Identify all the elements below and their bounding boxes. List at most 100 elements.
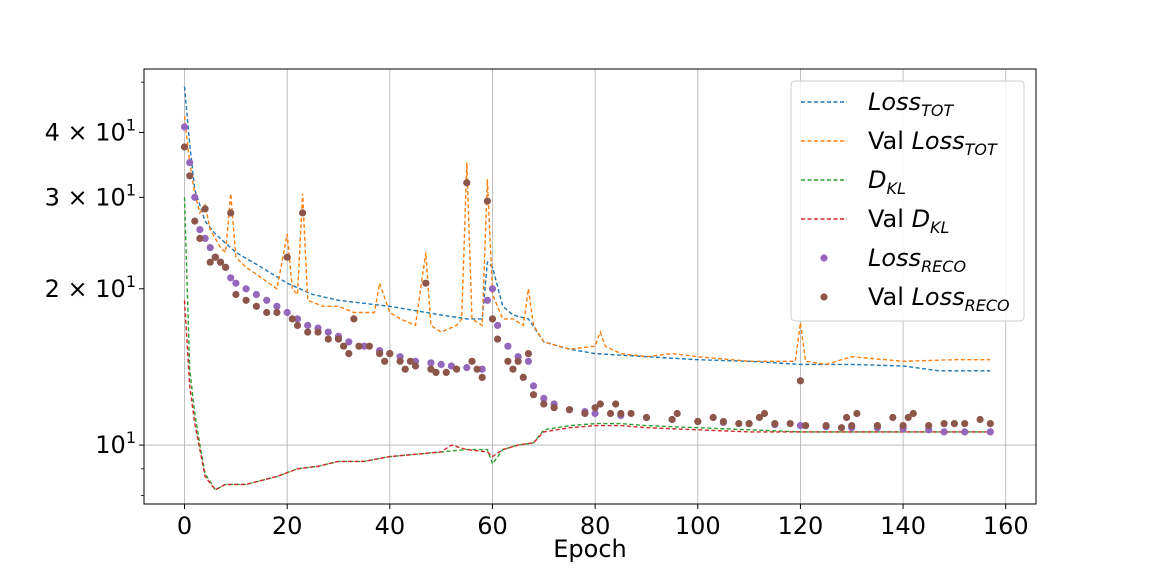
legend-item: Val LossRECO [820,283,1010,315]
series-line [183,86,991,372]
data-point [232,290,240,299]
data-point [719,417,728,426]
x-tick-label: 20 [272,512,303,540]
data-point [340,342,348,350]
y-axis-ticks: 101 2 × 101 3 × 101 4 × 101 [45,81,144,496]
data-point [206,258,214,266]
data-point [735,420,743,428]
data-point [822,422,830,430]
data-point [709,413,717,422]
data-point [447,362,455,370]
data-point [494,335,502,343]
data-point [986,420,994,428]
series-loss-tot [183,86,991,372]
data-point [976,415,984,424]
data-point [396,357,404,365]
data-point [786,420,794,428]
y-tick-label: 3 × 101 [45,180,136,211]
data-point [453,365,461,373]
data-point [288,315,296,323]
legend-swatch-marker [820,293,828,301]
data-point [293,321,302,329]
data-point [478,365,486,373]
data-point [180,123,189,131]
y-tick-label: 101 [95,428,136,459]
data-point [837,424,846,432]
y-tick-label: 4 × 101 [45,115,136,146]
data-point [889,413,897,422]
data-point [802,422,810,430]
data-point [381,357,389,365]
legend-item: LossRECO [820,244,966,276]
data-point [216,258,225,266]
data-point [529,391,538,399]
data-point [961,420,969,428]
data-point [483,296,491,304]
data-point [242,285,250,293]
x-axis-ticks: 0 20 40 60 80 100 120 140 160 [177,504,1029,540]
data-point [848,422,856,430]
data-point [473,365,481,373]
data-point [186,159,194,167]
x-tick-label: 40 [375,512,406,540]
data-point [437,360,445,368]
data-point [191,217,199,225]
data-point [350,315,358,323]
data-point [745,420,753,428]
data-point [565,406,574,414]
data-point [909,409,917,418]
legend: LossTOT Val LossTOT DKL Val DKL LossRECO Val … [790,80,1025,322]
data-point [488,285,497,293]
data-point [411,362,420,370]
data-point [201,234,209,242]
legend-box [790,80,1025,322]
data-point [401,365,409,373]
x-tick-label: 140 [880,512,926,540]
x-tick-label: 80 [580,512,611,540]
x-axis-label: Epoch [553,535,627,563]
data-point [386,350,394,358]
data-point [293,315,302,323]
data-point [304,328,312,336]
data-point [483,197,491,205]
legend-item: LossTOT [801,88,954,120]
data-point [273,302,281,310]
data-point [334,335,343,343]
data-point [227,209,235,217]
legend-swatch-marker [820,254,828,262]
data-point [427,359,435,367]
series-layer [180,86,994,491]
data-point [252,302,260,310]
data-point [642,413,651,422]
data-point [273,308,281,317]
legend-item: DKL [801,166,906,198]
data-point [201,205,209,213]
data-point [263,296,271,304]
data-point [673,409,681,418]
data-point [514,357,522,365]
data-point [843,413,851,422]
x-tick-label: 120 [778,512,824,540]
data-point [406,357,414,365]
data-point [252,290,260,299]
data-point [283,308,291,317]
data-point [606,409,615,418]
data-point [755,413,764,422]
data-point [196,226,204,234]
x-tick-label: 100 [675,512,721,540]
legend-label: Val LossTOT [868,127,998,159]
data-point [324,335,332,343]
legend-item: Val DKL [801,205,949,237]
data-point [760,409,769,418]
data-point [345,350,353,358]
data-point [463,179,471,187]
data-point [771,420,779,428]
series-val-d-kl [183,300,991,491]
data-point [796,422,805,430]
data-point [488,315,497,323]
series-line [183,300,991,491]
data-point [442,368,450,376]
legend-label: DKL [868,166,906,198]
data-point [612,400,620,408]
